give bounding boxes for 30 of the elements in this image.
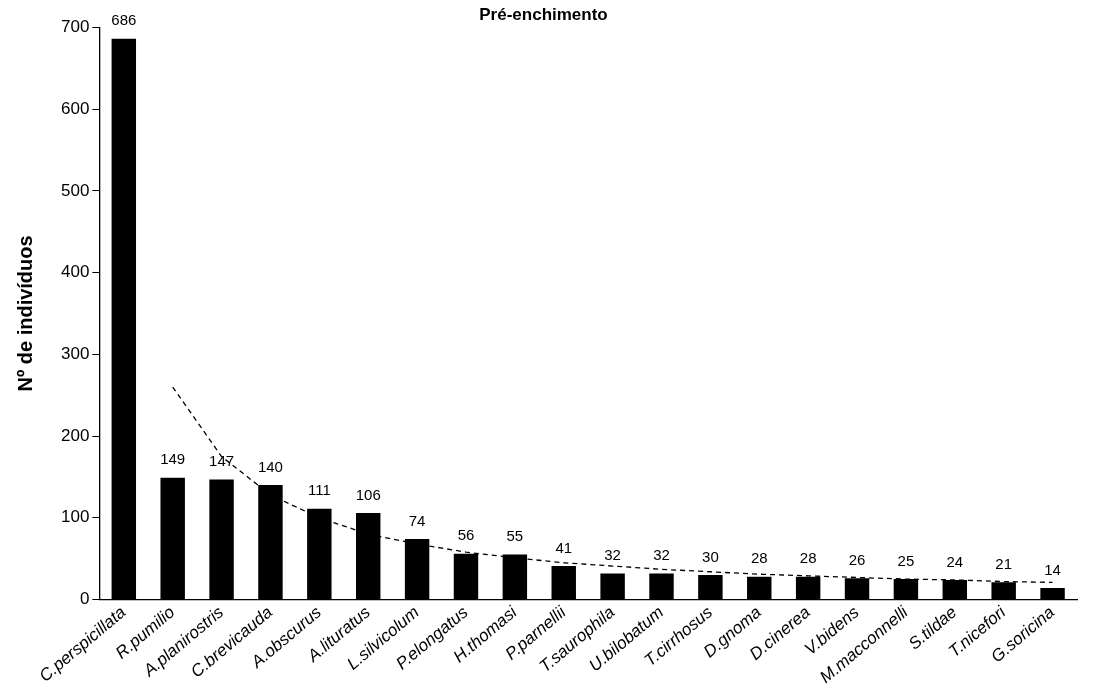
data-label: 55 (506, 527, 524, 545)
data-label: 14 (1044, 560, 1061, 578)
data-label: 25 (897, 551, 915, 569)
y-tick-label: 200 (60, 425, 90, 445)
y-tick-label: 400 (60, 262, 90, 282)
y-tick-label: 0 (79, 589, 90, 609)
data-label: 41 (555, 538, 573, 556)
data-label: 32 (604, 546, 621, 564)
data-label: 149 (160, 450, 186, 468)
data-label: 32 (653, 546, 670, 564)
y-tick-label: 600 (60, 98, 90, 118)
y-axis-title: Nº de indivíduos (13, 235, 36, 392)
chart-title: Pré-enchimento (479, 4, 608, 24)
data-label: 111 (307, 481, 331, 499)
data-label: 147 (209, 452, 235, 470)
data-label: 74 (408, 511, 426, 529)
data-label: 56 (457, 526, 475, 544)
data-label: 28 (750, 549, 768, 567)
y-tick-label: 700 (60, 17, 90, 37)
data-label: 28 (799, 549, 817, 567)
data-label: 140 (257, 457, 283, 475)
data-label: 686 (111, 11, 137, 29)
y-tick-label: 500 (60, 180, 90, 200)
data-label: 30 (702, 547, 719, 565)
data-label: 21 (995, 555, 1013, 573)
y-tick-label: 100 (60, 507, 90, 527)
data-label: 24 (946, 552, 964, 570)
data-label: 106 (355, 485, 381, 503)
y-tick-label: 300 (60, 344, 90, 364)
data-label: 26 (848, 550, 866, 568)
